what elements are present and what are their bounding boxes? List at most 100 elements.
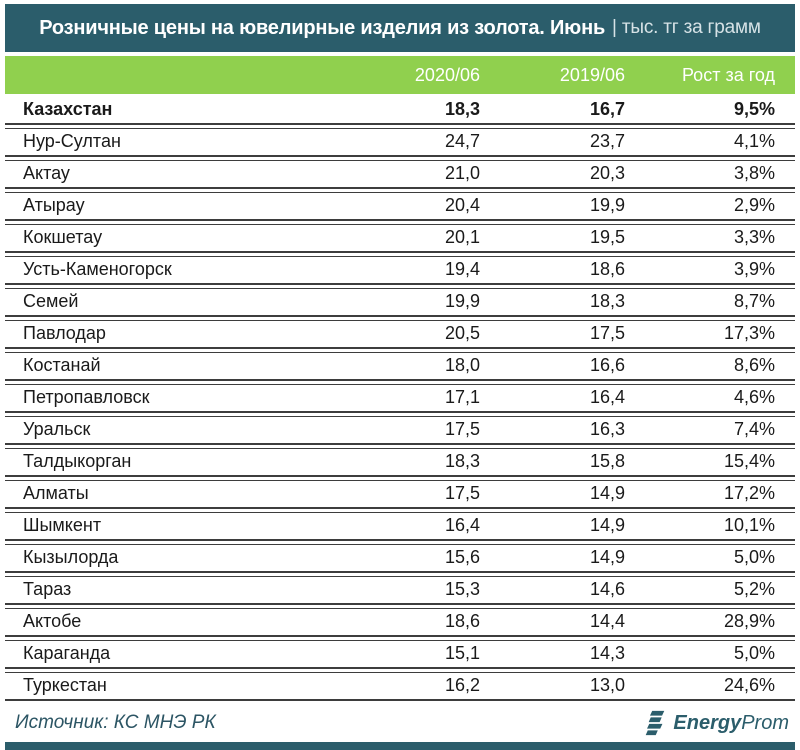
price-2020-06: 15,1 xyxy=(340,640,480,669)
region-name: Кокшетау xyxy=(5,224,340,253)
growth-per-year: 10,1% xyxy=(625,512,795,541)
region-name: Семей xyxy=(5,288,340,317)
price-2019-06: 18,3 xyxy=(480,288,625,317)
price-2020-06: 19,4 xyxy=(340,256,480,285)
growth-per-year: 24,6% xyxy=(625,672,795,701)
price-2019-06: 20,3 xyxy=(480,160,625,189)
logo-text-prom: Prom xyxy=(741,711,789,734)
table-row: Туркестан 16,2 13,0 24,6% xyxy=(5,672,795,701)
table-row: Шымкент 16,4 14,9 10,1% xyxy=(5,512,795,541)
bottom-accent-bar xyxy=(5,742,795,750)
table-row: Атырау 20,4 19,9 2,9% xyxy=(5,192,795,221)
price-2020-06: 16,2 xyxy=(340,672,480,701)
region-name: Кызылорда xyxy=(5,544,340,573)
region-name: Актобе xyxy=(5,608,340,637)
growth-per-year: 8,6% xyxy=(625,352,795,381)
table-row: Костанай 18,0 16,6 8,6% xyxy=(5,352,795,381)
growth-per-year: 8,7% xyxy=(625,288,795,317)
price-2020-06: 15,6 xyxy=(340,544,480,573)
price-2020-06: 24,7 xyxy=(340,128,480,157)
growth-per-year: 17,3% xyxy=(625,320,795,349)
price-2020-06: 17,1 xyxy=(340,384,480,413)
table-header-row: 2020/06 2019/06 Рост за год xyxy=(5,56,795,94)
growth-per-year: 17,2% xyxy=(625,480,795,509)
table-row: Кокшетау 20,1 19,5 3,3% xyxy=(5,224,795,253)
growth-per-year: 2,9% xyxy=(625,192,795,221)
price-2019-06: 16,4 xyxy=(480,384,625,413)
price-2019-06: 14,4 xyxy=(480,608,625,637)
energyprom-logo-text: EnergyProm xyxy=(673,712,789,735)
energyprom-logo: EnergyProm xyxy=(642,710,789,736)
table-row: Казахстан 18,3 16,7 9,5% xyxy=(5,97,795,125)
region-name: Петропавловск xyxy=(5,384,340,413)
region-name: Туркестан xyxy=(5,672,340,701)
price-2019-06: 14,9 xyxy=(480,480,625,509)
growth-per-year: 15,4% xyxy=(625,448,795,477)
price-table: Казахстан 18,3 16,7 9,5% Нур-Султан 24,7… xyxy=(5,94,795,704)
price-2019-06: 16,3 xyxy=(480,416,625,445)
title-unit-label: | тыс. тг за грамм xyxy=(612,17,761,38)
table-row: Актау 21,0 20,3 3,8% xyxy=(5,160,795,189)
price-2019-06: 14,9 xyxy=(480,512,625,541)
energyprom-logo-icon xyxy=(646,710,665,736)
column-header-growth: Рост за год xyxy=(681,64,775,85)
price-2020-06: 16,4 xyxy=(340,512,480,541)
price-2020-06: 20,5 xyxy=(340,320,480,349)
region-name: Караганда xyxy=(5,640,340,669)
region-name: Усть-Каменогорск xyxy=(5,256,340,285)
region-name: Тараз xyxy=(5,576,340,605)
price-2019-06: 15,8 xyxy=(480,448,625,477)
region-name: Алматы xyxy=(5,480,340,509)
price-2020-06: 17,5 xyxy=(340,480,480,509)
table-row: Тараз 15,3 14,6 5,2% xyxy=(5,576,795,605)
table-row: Актобе 18,6 14,4 28,9% xyxy=(5,608,795,637)
growth-per-year: 4,6% xyxy=(625,384,795,413)
region-name: Павлодар xyxy=(5,320,340,349)
logo-text-energy: Energy xyxy=(673,711,742,734)
growth-per-year: 3,8% xyxy=(625,160,795,189)
price-2020-06: 18,0 xyxy=(340,352,480,381)
price-2019-06: 13,0 xyxy=(480,672,625,701)
price-2019-06: 16,7 xyxy=(480,97,625,125)
growth-per-year: 9,5% xyxy=(625,97,795,125)
price-2020-06: 18,3 xyxy=(340,97,480,125)
price-2020-06: 19,9 xyxy=(340,288,480,317)
column-header-2020-06: 2020/06 xyxy=(414,64,480,85)
price-2019-06: 18,6 xyxy=(480,256,625,285)
price-2020-06: 15,3 xyxy=(340,576,480,605)
table-row: Нур-Султан 24,7 23,7 4,1% xyxy=(5,128,795,157)
page-title: Розничные цены на ювелирные изделия из з… xyxy=(39,16,606,39)
column-header-2019-06: 2019/06 xyxy=(559,64,625,85)
region-name: Шымкент xyxy=(5,512,340,541)
growth-per-year: 3,3% xyxy=(625,224,795,253)
price-2019-06: 14,9 xyxy=(480,544,625,573)
region-name: Атырау xyxy=(5,192,340,221)
growth-per-year: 5,2% xyxy=(625,576,795,605)
title-bar: Розничные цены на ювелирные изделия из з… xyxy=(5,4,795,52)
source-label: Источник: КС МНЭ РК xyxy=(15,712,216,733)
price-2020-06: 20,1 xyxy=(340,224,480,253)
table-row: Петропавловск 17,1 16,4 4,6% xyxy=(5,384,795,413)
table-row: Кызылорда 15,6 14,9 5,0% xyxy=(5,544,795,573)
growth-per-year: 5,0% xyxy=(625,640,795,669)
price-2020-06: 21,0 xyxy=(340,160,480,189)
growth-per-year: 7,4% xyxy=(625,416,795,445)
price-2020-06: 17,5 xyxy=(340,416,480,445)
price-2020-06: 18,6 xyxy=(340,608,480,637)
footer: Источник: КС МНЭ РК EnergyProm xyxy=(5,704,795,739)
price-2020-06: 20,4 xyxy=(340,192,480,221)
price-2019-06: 19,5 xyxy=(480,224,625,253)
region-name: Уральск xyxy=(5,416,340,445)
price-2019-06: 17,5 xyxy=(480,320,625,349)
price-2019-06: 23,7 xyxy=(480,128,625,157)
table-row: Павлодар 20,5 17,5 17,3% xyxy=(5,320,795,349)
region-name: Костанай xyxy=(5,352,340,381)
price-2019-06: 14,3 xyxy=(480,640,625,669)
table-row: Уральск 17,5 16,3 7,4% xyxy=(5,416,795,445)
table-row: Усть-Каменогорск 19,4 18,6 3,9% xyxy=(5,256,795,285)
price-2019-06: 14,6 xyxy=(480,576,625,605)
growth-per-year: 3,9% xyxy=(625,256,795,285)
table-row: Алматы 17,5 14,9 17,2% xyxy=(5,480,795,509)
growth-per-year: 4,1% xyxy=(625,128,795,157)
price-2019-06: 16,6 xyxy=(480,352,625,381)
